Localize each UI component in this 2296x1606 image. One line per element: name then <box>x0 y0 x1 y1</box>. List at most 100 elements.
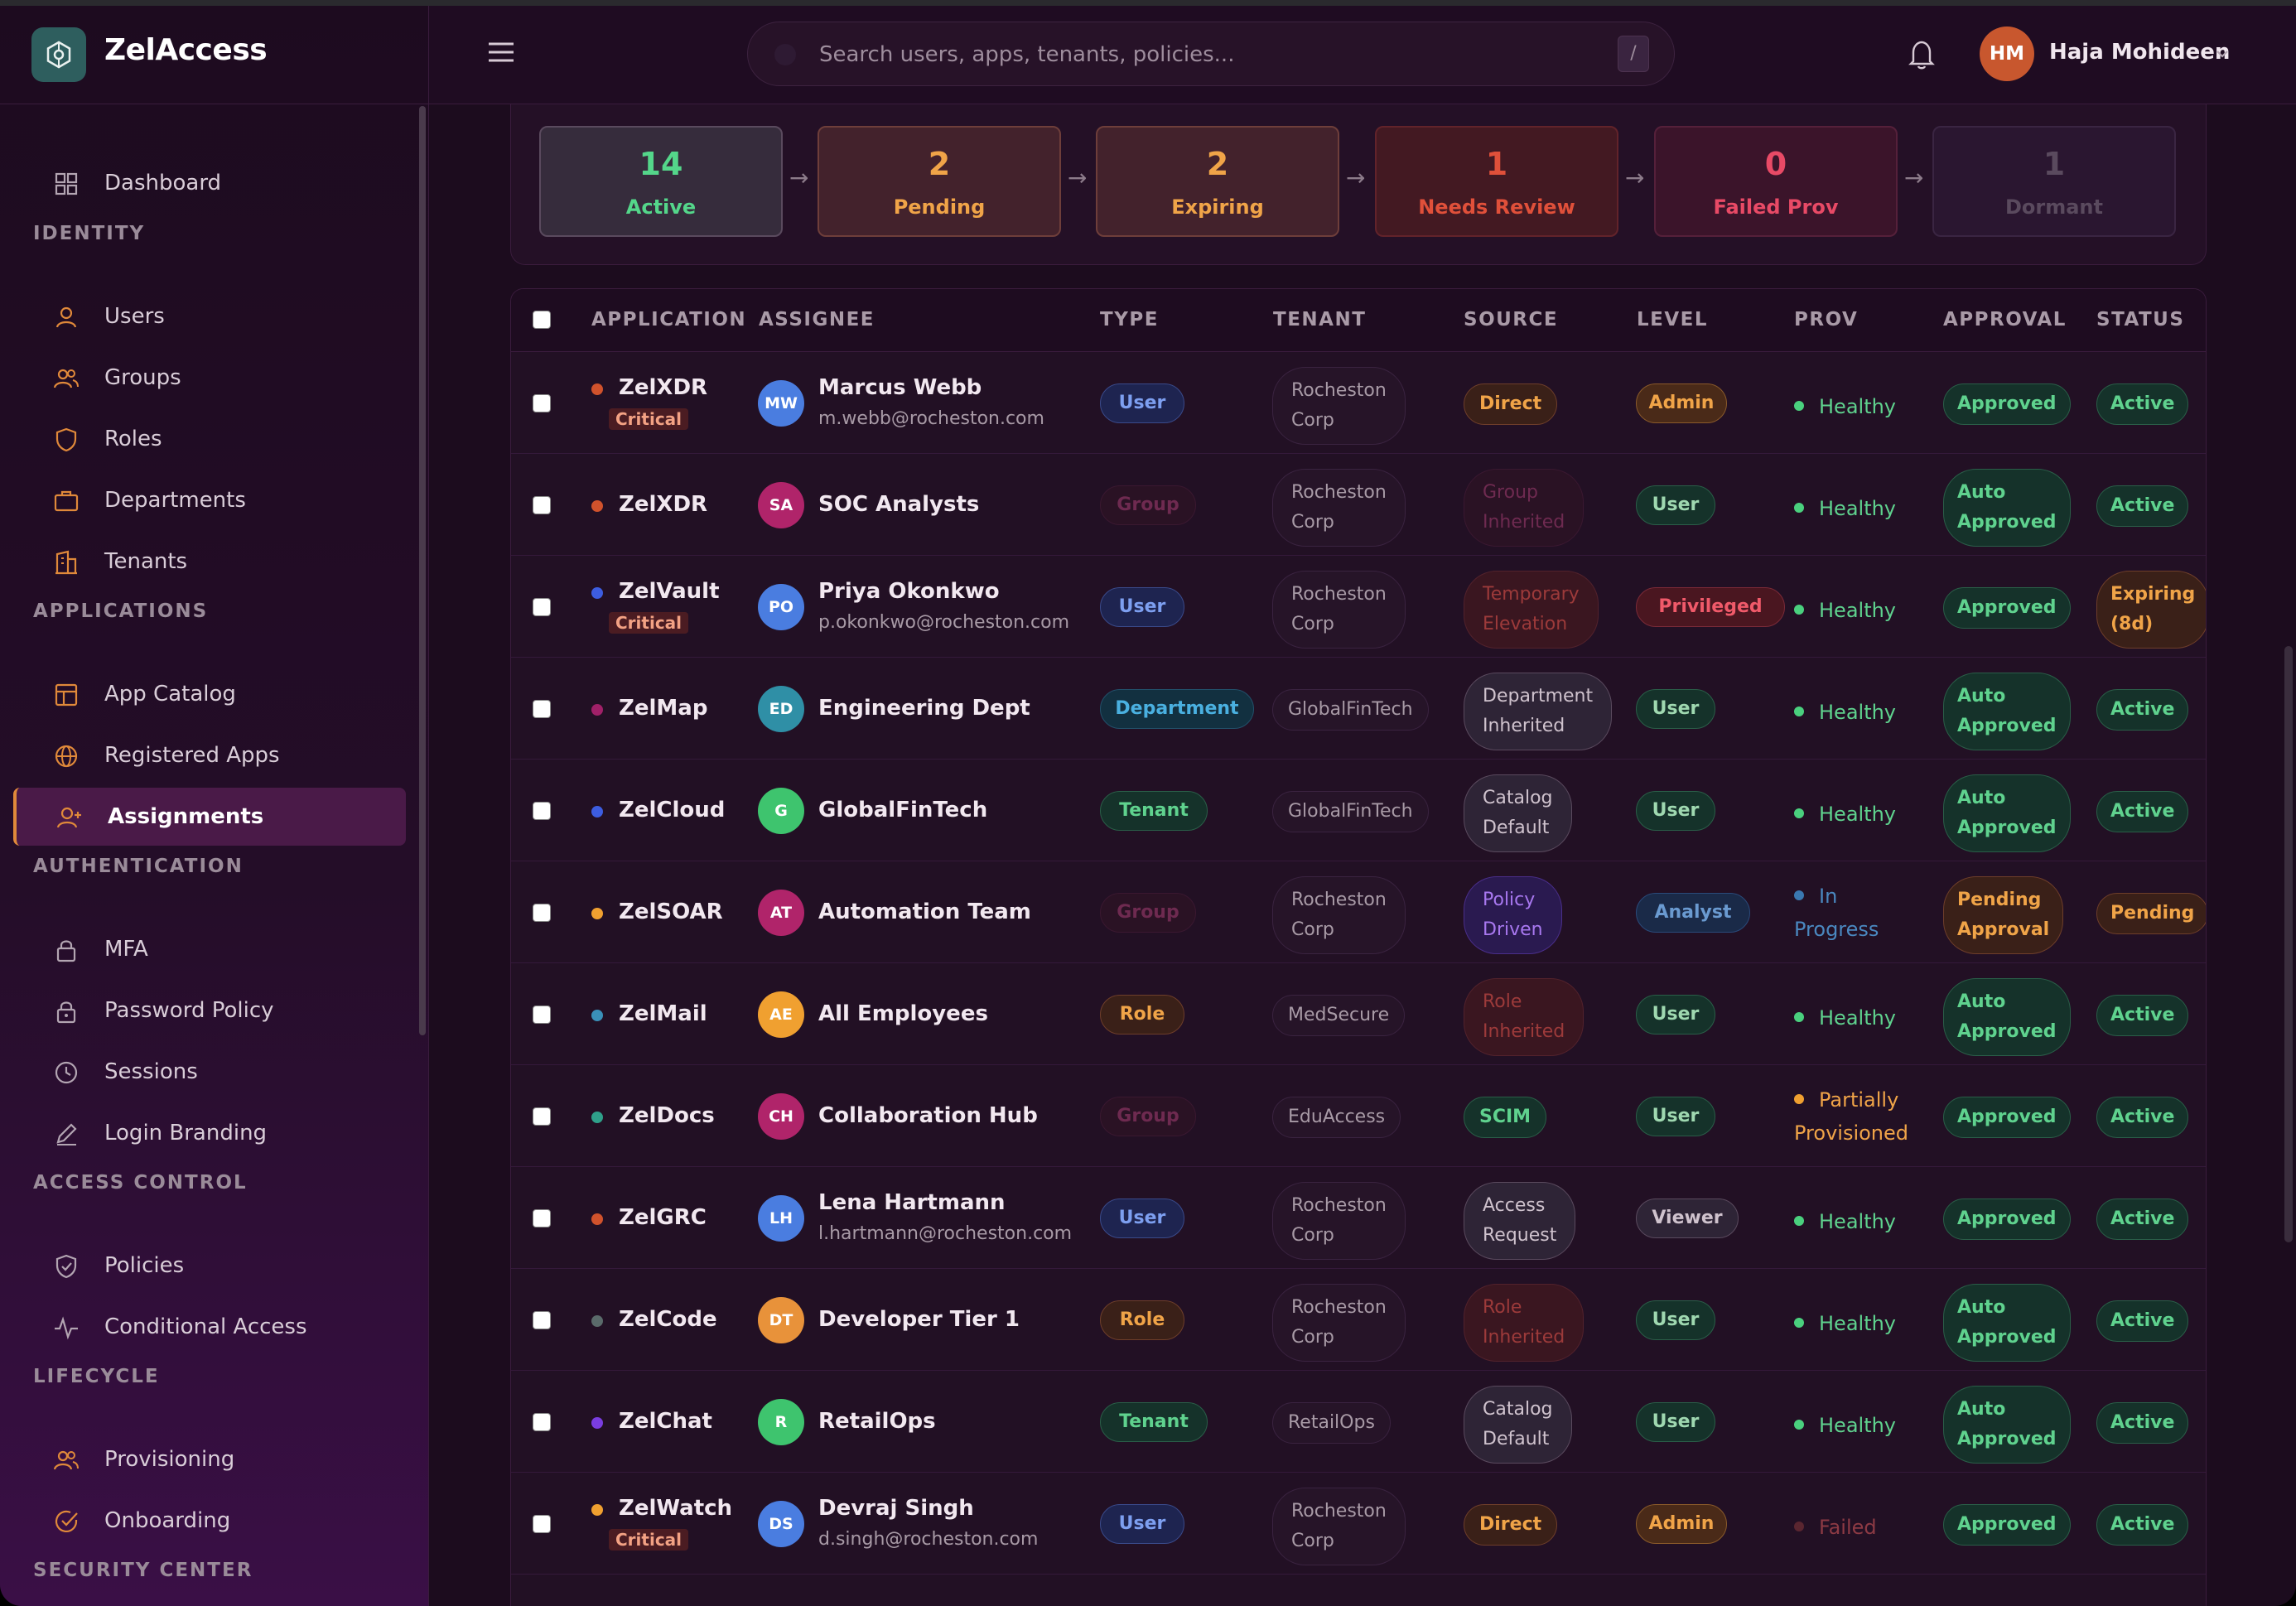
column-application[interactable]: APPLICATION <box>591 309 747 330</box>
sidebar-item-provisioning[interactable]: Provisioning <box>13 1430 406 1488</box>
sidebar-item-departments[interactable]: Departments <box>13 471 406 529</box>
sidebar-item-groups[interactable]: Groups <box>13 349 406 407</box>
table-row[interactable]: ZelWatch Critical DS Devraj Singh d.singh@ro… <box>511 1473 2206 1575</box>
app-name[interactable]: ZelChat <box>619 1408 712 1434</box>
assignee-name[interactable]: Priya Okonkwo <box>818 578 1000 604</box>
table-row[interactable]: ZelXDR Critical MW Marcus Webb m.webb@roches… <box>511 352 2206 454</box>
table-row[interactable]: ZelSOAR AT Automation Team Group Rocheston Co… <box>511 861 2206 963</box>
column-assignee[interactable]: ASSIGNEE <box>759 309 875 330</box>
column-tenant[interactable]: TENANT <box>1273 309 1367 330</box>
assignee-name[interactable]: GlobalFinTech <box>818 797 988 822</box>
sidebar-item-assignments[interactable]: Assignments <box>13 788 406 846</box>
table-row[interactable]: ZelXDR SA SOC Analysts Group Rocheston Corp Gr… <box>511 454 2206 556</box>
pipeline-card-active[interactable]: 14 Active <box>539 126 783 237</box>
column-type[interactable]: TYPE <box>1100 309 1159 330</box>
source-line: Role <box>1483 1296 1522 1318</box>
table-row[interactable]: ZelVault Critical PO Priya Okonkwo p.okonkwo… <box>511 556 2206 658</box>
bell-icon[interactable] <box>1907 38 1937 71</box>
row-checkbox[interactable] <box>533 1412 551 1431</box>
app-name[interactable]: ZelCode <box>619 1306 717 1332</box>
select-all-checkbox[interactable] <box>533 311 551 329</box>
table-row[interactable]: ZelCloud G GlobalFinTech Tenant GlobalFinTec… <box>511 760 2206 861</box>
row-checkbox[interactable] <box>533 903 551 922</box>
assignee-name[interactable]: All Employees <box>818 1001 988 1026</box>
row-checkbox[interactable] <box>533 495 551 514</box>
user-name[interactable]: Haja Mohideen <box>2049 40 2231 65</box>
pipeline-card-dormant[interactable]: 1 Dormant <box>1932 126 2176 237</box>
table-row[interactable]: ZelChat R RetailOps Tenant RetailOps Catalog D… <box>511 1371 2206 1473</box>
column-approval[interactable]: APPROVAL <box>1943 309 2067 330</box>
sidebar-item-onboarding[interactable]: Onboarding <box>13 1492 406 1550</box>
column-status[interactable]: STATUS <box>2096 309 2185 330</box>
assignee-name[interactable]: Marcus Webb <box>818 374 982 400</box>
assignee-name[interactable]: Devraj Singh <box>818 1495 974 1521</box>
app-name[interactable]: ZelGRC <box>619 1204 707 1230</box>
assignee-name[interactable]: Automation Team <box>818 899 1031 924</box>
row-checkbox[interactable] <box>533 699 551 718</box>
assignee-name[interactable]: Engineering Dept <box>818 695 1030 721</box>
app-name[interactable]: ZelMail <box>619 1001 707 1026</box>
type-badge: Department <box>1100 688 1254 729</box>
pipeline-card-failed-prov[interactable]: 0 Failed Prov <box>1654 126 1898 237</box>
prov-line: Healthy <box>1819 700 1897 724</box>
column-level[interactable]: LEVEL <box>1637 309 1709 330</box>
row-checkbox[interactable] <box>533 597 551 616</box>
app-name[interactable]: ZelCloud <box>619 797 726 822</box>
assignee-name[interactable]: SOC Analysts <box>818 491 980 517</box>
row-checkbox[interactable] <box>533 801 551 820</box>
tenant-line: Rocheston <box>1291 1296 1387 1318</box>
table-row[interactable]: ZelMap ED Engineering Dept Department Global… <box>511 658 2206 760</box>
user-avatar[interactable]: HM <box>1980 27 2034 81</box>
table-row[interactable]: ZelGRC LH Lena Hartmann l.hartmann@rochesto… <box>511 1167 2206 1269</box>
row-checkbox[interactable] <box>533 393 551 412</box>
row-checkbox[interactable] <box>533 1310 551 1329</box>
sidebar-item-policies[interactable]: Policies <box>13 1237 406 1295</box>
column-prov[interactable]: PROV <box>1794 309 1859 330</box>
app-name[interactable]: ZelVault <box>619 578 720 604</box>
row-checkbox[interactable] <box>533 1514 551 1533</box>
assignee-avatar: G <box>758 787 804 834</box>
sidebar-item-users[interactable]: Users <box>13 287 406 345</box>
assignee-name[interactable]: Lena Hartmann <box>818 1189 1006 1215</box>
prov-status: Partially Provisioned <box>1794 1083 1908 1150</box>
pipeline-card-expiring[interactable]: 2 Expiring <box>1096 126 1339 237</box>
sidebar-item-sessions[interactable]: Sessions <box>13 1043 406 1101</box>
pipeline-card-pending[interactable]: 2 Pending <box>818 126 1061 237</box>
app-name[interactable]: ZelXDR <box>619 491 708 517</box>
sidebar-item-mfa[interactable]: MFA <box>13 920 406 978</box>
app-name[interactable]: ZelXDR <box>619 374 708 400</box>
pipeline-card-needs-review[interactable]: 1 Needs Review <box>1375 126 1618 237</box>
search-bar[interactable]: Search users, apps, tenants, policies...… <box>747 22 1675 86</box>
table-row[interactable]: ZelMail AE All Employees Role MedSecure Role I… <box>511 963 2206 1065</box>
table-row[interactable]: ZelCode DT Developer Tier 1 Role Rocheston Co… <box>511 1269 2206 1371</box>
app-name[interactable]: ZelMap <box>619 695 708 721</box>
assignee-avatar: AE <box>758 991 804 1038</box>
row-checkbox[interactable] <box>533 1208 551 1227</box>
main-scrollbar[interactable] <box>2283 108 2294 1599</box>
app-name[interactable]: ZelSOAR <box>619 899 723 924</box>
assignee-name[interactable]: RetailOps <box>818 1408 936 1434</box>
row-checkbox[interactable] <box>533 1107 551 1126</box>
sidebar-item-registered-apps[interactable]: Registered Apps <box>13 726 406 784</box>
column-source[interactable]: SOURCE <box>1464 309 1559 330</box>
assignee-name[interactable]: Collaboration Hub <box>818 1102 1038 1128</box>
approval-line: Approved <box>1957 817 2057 838</box>
chevron-down-icon[interactable] <box>2213 45 2231 63</box>
sidebar-item-conditional-access[interactable]: Conditional Access <box>13 1298 406 1356</box>
sidebar-item-tenants[interactable]: Tenants <box>13 533 406 591</box>
sidebar-scrollbar[interactable] <box>419 106 426 1035</box>
app-name[interactable]: ZelDocs <box>619 1102 715 1128</box>
app-color-dot <box>591 1314 603 1327</box>
sidebar-item-login-branding[interactable]: Login Branding <box>13 1104 406 1162</box>
sidebar-item-roles[interactable]: Roles <box>13 410 406 468</box>
menu-icon[interactable] <box>487 40 515 65</box>
app-name[interactable]: ZelWatch <box>619 1495 733 1521</box>
sidebar-item-password-policy[interactable]: Password Policy <box>13 981 406 1039</box>
row-checkbox[interactable] <box>533 1005 551 1024</box>
assignee-name[interactable]: Developer Tier 1 <box>818 1306 1020 1332</box>
table-row[interactable]: ZelDocs CH Collaboration Hub Group EduAccess… <box>511 1065 2206 1167</box>
sidebar-item-dashboard[interactable]: Dashboard <box>13 154 406 212</box>
brand-logo-icon[interactable] <box>31 27 86 82</box>
search-input[interactable]: Search users, apps, tenants, policies... <box>819 42 1235 67</box>
sidebar-item-app-catalog[interactable]: App Catalog <box>13 665 406 723</box>
